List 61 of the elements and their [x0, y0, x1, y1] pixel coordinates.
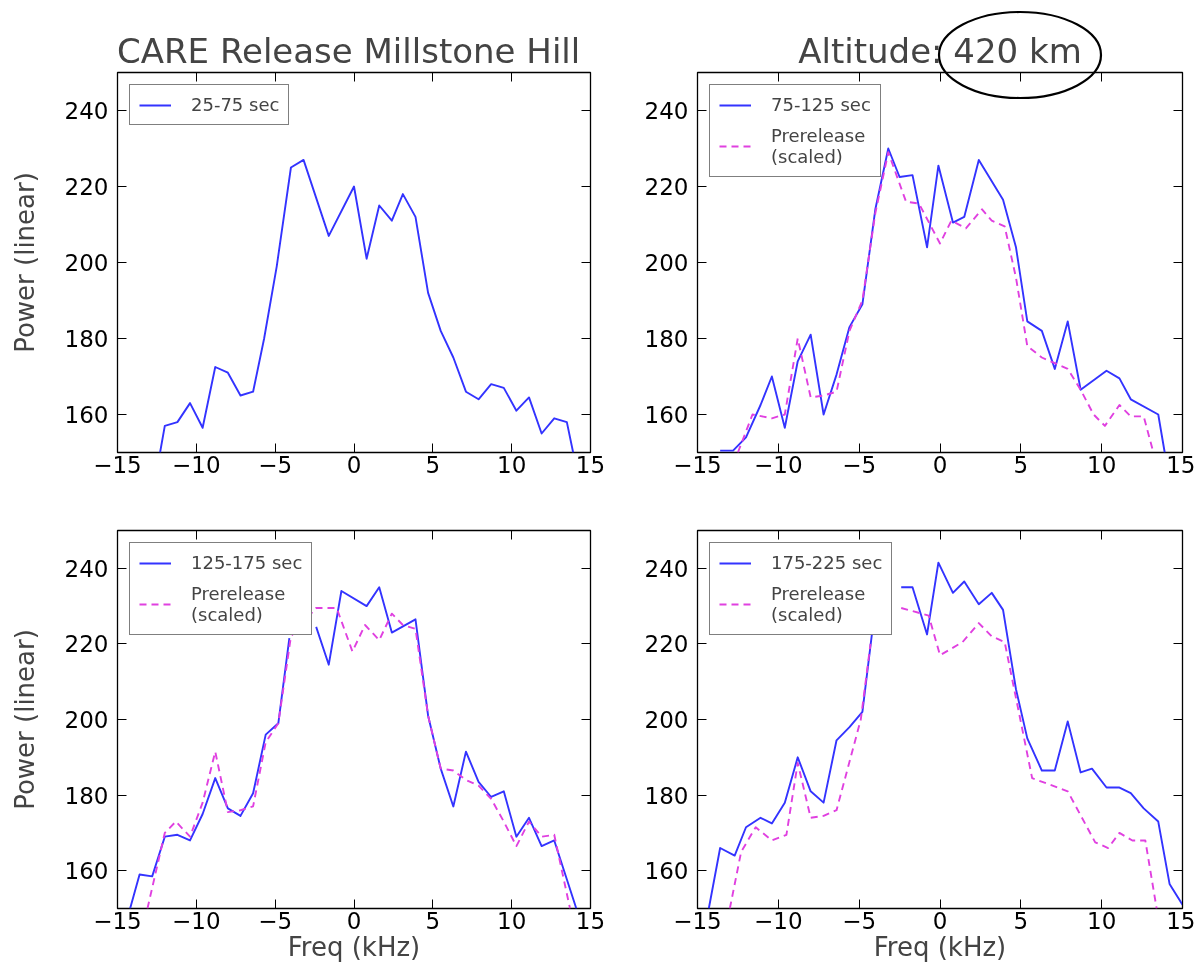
y-tick-label: 200: [644, 250, 689, 276]
y-tick-label: 180: [64, 782, 109, 809]
x-tick-label: −10: [172, 451, 221, 478]
x-tick-label: 15: [575, 907, 606, 934]
legend-label: Prerelease (scaled): [191, 583, 286, 625]
x-tick-label: 10: [497, 451, 527, 478]
x-tick-label: −5: [842, 451, 877, 478]
y-tick-label: 220: [644, 174, 689, 200]
legend-label: Prerelease (scaled): [771, 125, 866, 167]
legend-label: 25-75 sec: [191, 94, 280, 115]
x-tick-label: −10: [172, 907, 221, 934]
y-tick-label: 200: [64, 707, 109, 733]
x-tick-label: −15: [673, 907, 722, 934]
x-tick-label: −15: [93, 907, 142, 934]
y-tick-label: 180: [64, 326, 109, 352]
y-tick-label: 240: [64, 555, 109, 582]
y-tick-label: 200: [644, 707, 689, 733]
x-tick-label: 5: [1013, 451, 1029, 478]
legend-label: 125-175 sec: [191, 552, 303, 573]
x-tick-label: −5: [258, 451, 293, 478]
y-tick-label: 240: [644, 98, 689, 124]
x-tick-label: 5: [425, 907, 441, 934]
x-tick-label: −10: [754, 451, 803, 478]
x-axis-title: Freq (kHz): [873, 931, 1007, 962]
x-tick-label: 5: [1013, 907, 1029, 934]
legend-label: 75-125 sec: [771, 94, 871, 115]
x-tick-label: −5: [258, 907, 293, 934]
x-axis-title: Freq (kHz): [287, 931, 421, 962]
y-tick-label: 180: [644, 782, 689, 809]
y-tick-label: 160: [644, 402, 689, 428]
y-tick-label: 160: [64, 402, 109, 428]
y-tick-label: 220: [64, 174, 109, 200]
x-tick-label: 0: [932, 907, 948, 934]
x-tick-label: 15: [575, 451, 606, 478]
x-tick-label: 5: [425, 451, 441, 478]
x-tick-label: 15: [1166, 451, 1196, 478]
x-tick-label: 10: [497, 907, 527, 934]
y-axis-title: Power (linear): [9, 629, 40, 810]
y-tick-label: 220: [64, 631, 109, 658]
y-tick-label: 220: [644, 631, 689, 658]
x-tick-label: −5: [842, 907, 877, 934]
x-tick-label: 10: [1087, 451, 1117, 478]
chart-title: Altitude: 420 km: [798, 30, 1082, 71]
y-tick-label: 160: [644, 858, 689, 885]
x-tick-label: 0: [346, 907, 362, 934]
x-tick-label: −10: [754, 907, 803, 934]
y-tick-label: 240: [644, 555, 689, 582]
legend-label: Prerelease (scaled): [771, 583, 866, 625]
legend-label: 175-225 sec: [771, 552, 883, 573]
x-tick-label: −15: [673, 451, 722, 478]
y-tick-label: 200: [64, 250, 109, 276]
x-tick-label: 0: [932, 451, 948, 478]
x-tick-label: 15: [1166, 907, 1196, 934]
y-axis-title: Power (linear): [9, 172, 40, 353]
x-tick-label: −15: [93, 451, 142, 478]
x-tick-label: 0: [346, 451, 362, 478]
chart-title: CARE Release Millstone Hill: [116, 30, 581, 71]
y-tick-label: 160: [64, 858, 109, 885]
x-tick-label: 10: [1087, 907, 1117, 934]
y-tick-label: 180: [644, 326, 689, 352]
y-tick-label: 240: [64, 98, 109, 124]
